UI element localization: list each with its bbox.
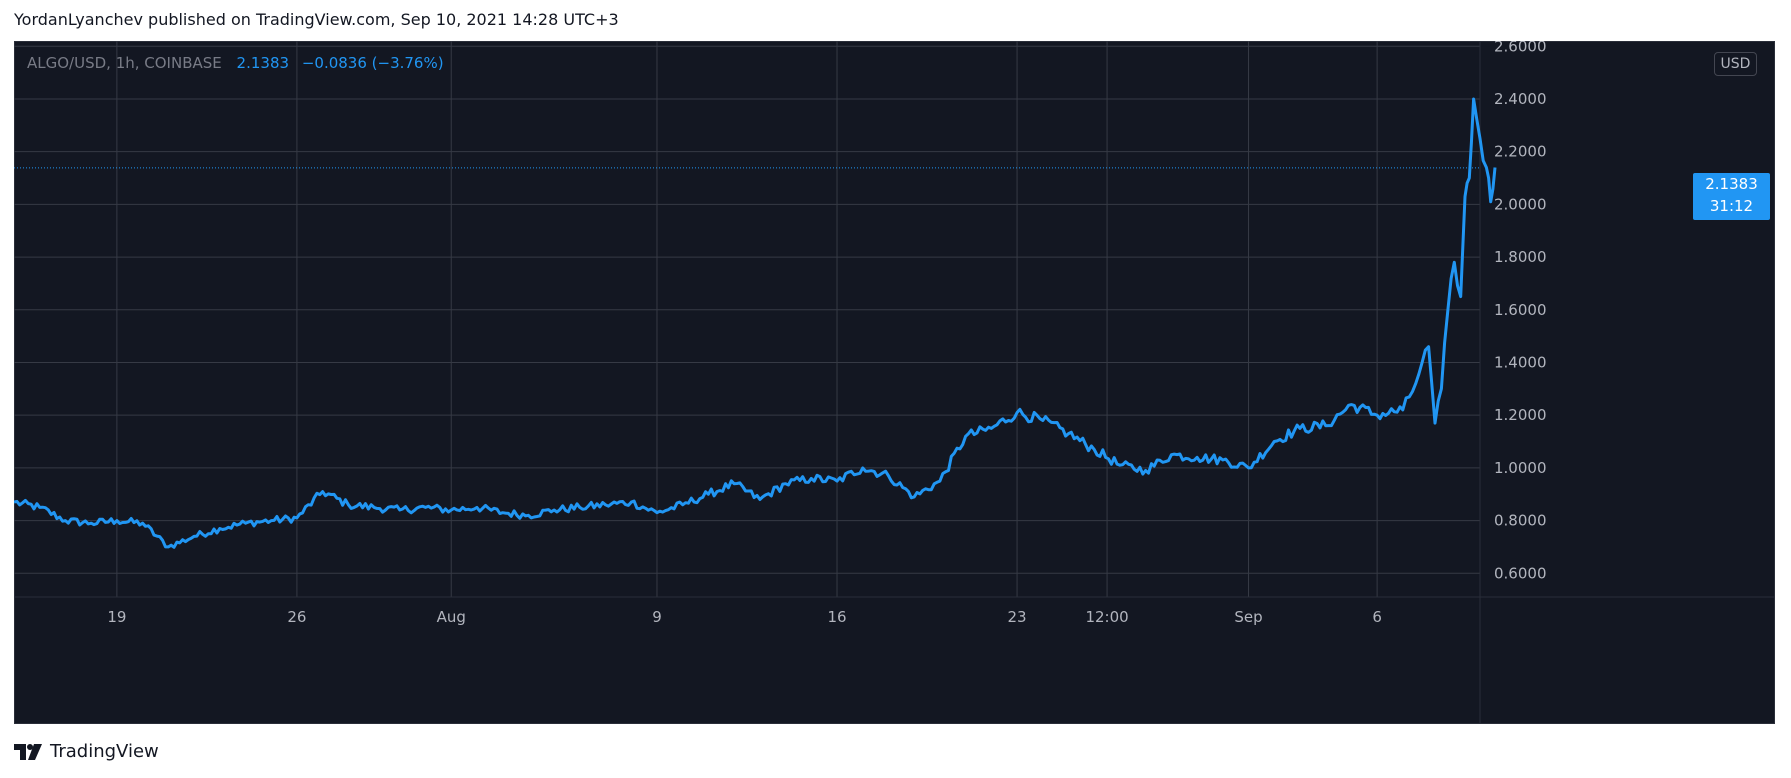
time-tick-label: 12:00 [1085,608,1128,626]
series-line [14,97,1497,549]
axis-labels: 2.6000 2.4000 2.2000 2.0000 1.8000 1.6000 1.40… [107,41,1546,626]
time-tick-label: 19 [107,608,126,626]
price-tick-label: 0.6000 [1494,564,1547,582]
price-tick-label: 2.2000 [1494,143,1547,161]
time-tick-label: 23 [1008,608,1027,626]
symbol-legend: ALGO/USD, 1h, COINBASE 2.1383 −0.0836 (−… [27,54,444,72]
bar-countdown: 31:12 [1709,197,1754,215]
price-tick-label: 2.4000 [1494,90,1547,108]
symbol-label: ALGO/USD, 1h, COINBASE [27,54,222,72]
axes [14,41,1775,724]
grid-lines [14,41,1480,597]
time-tick-label: 16 [827,608,846,626]
price-series [14,97,1497,549]
time-tick-label: Aug [437,608,466,626]
legend-change: −0.0836 (−3.76%) [301,54,444,72]
price-tick-label: 0.8000 [1494,512,1547,530]
price-tick-label: 1.0000 [1494,459,1547,477]
time-tick-label: 9 [652,608,662,626]
price-tick-label: 2.0000 [1494,195,1547,213]
time-tick-label: Sep [1234,608,1262,626]
price-tick-label: 1.2000 [1494,406,1547,424]
time-tick-label: 26 [287,608,306,626]
publisher-line: YordanLyanchev published on TradingView.… [14,10,619,29]
current-price-value: 2.1383 [1705,175,1758,193]
price-tick-label: 1.6000 [1494,301,1547,319]
tradingview-logo-icon [14,743,42,760]
time-tick-label: 6 [1372,608,1382,626]
price-chart[interactable]: 2.6000 2.4000 2.2000 2.0000 1.8000 1.6000 1.40… [14,41,1775,724]
current-price-label: 2.1383 31:12 [1693,173,1770,220]
tradingview-logo[interactable]: TradingView [14,741,159,762]
price-tick-label: 1.4000 [1494,353,1547,371]
price-tick-label: 2.6000 [1494,41,1547,55]
currency-unit-badge[interactable]: USD [1714,52,1757,76]
legend-price: 2.1383 [236,54,290,72]
price-tick-label: 1.8000 [1494,248,1547,266]
brand-name: TradingView [50,741,159,762]
